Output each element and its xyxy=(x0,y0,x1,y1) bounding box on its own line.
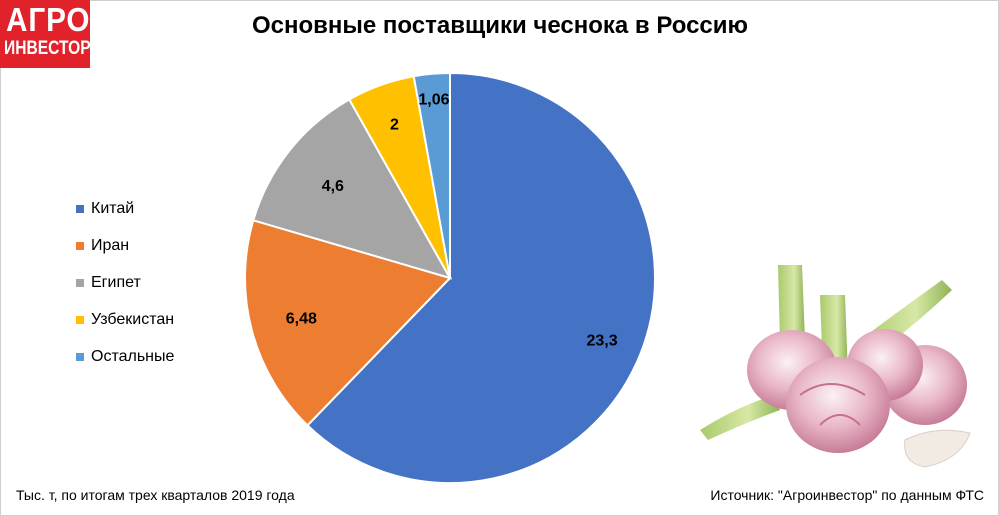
legend-item: Китай xyxy=(76,190,174,227)
data-label: 4,6 xyxy=(322,178,344,195)
legend-label: Иран xyxy=(91,236,130,254)
legend-swatch xyxy=(76,241,84,250)
chart-legend: Китай Иран Египет Узбекистан Остальные xyxy=(76,190,174,375)
legend-item: Иран xyxy=(76,227,174,264)
legend-item: Египет xyxy=(76,264,174,301)
data-label: 2 xyxy=(390,117,399,134)
legend-swatch xyxy=(76,315,84,324)
chart-title: Основные поставщики чеснока в Россию xyxy=(251,12,749,39)
source-note: Источник: "Агроинвестор" по данным ФТС xyxy=(710,487,984,503)
legend-item: Узбекистан xyxy=(76,301,174,338)
data-label: 1,06 xyxy=(418,91,449,108)
data-label: 6,48 xyxy=(286,310,317,327)
agroinvestor-logo: АГРО ИНВЕСТОР xyxy=(0,0,91,68)
pie-slice xyxy=(306,71,656,484)
logo-line-1: АГРО xyxy=(6,1,91,38)
legend-label: Узбекистан xyxy=(91,310,175,328)
legend-label: Остальные xyxy=(91,347,175,365)
legend-swatch xyxy=(76,352,84,361)
pie-slice xyxy=(244,219,452,427)
pie-slice xyxy=(252,98,453,280)
legend-swatch xyxy=(76,278,84,287)
garlic-illustration xyxy=(700,265,971,468)
legend-label: Египет xyxy=(91,273,141,291)
logo-line-2: ИНВЕСТОР xyxy=(4,38,91,59)
footnote: Тыс. т, по итогам трех кварталов 2019 го… xyxy=(16,487,295,503)
legend-item: Остальные xyxy=(76,338,174,375)
data-label: 23,3 xyxy=(586,332,617,349)
legend-label: Китай xyxy=(91,199,135,217)
pie-slice xyxy=(412,71,451,279)
legend-swatch xyxy=(76,204,84,213)
